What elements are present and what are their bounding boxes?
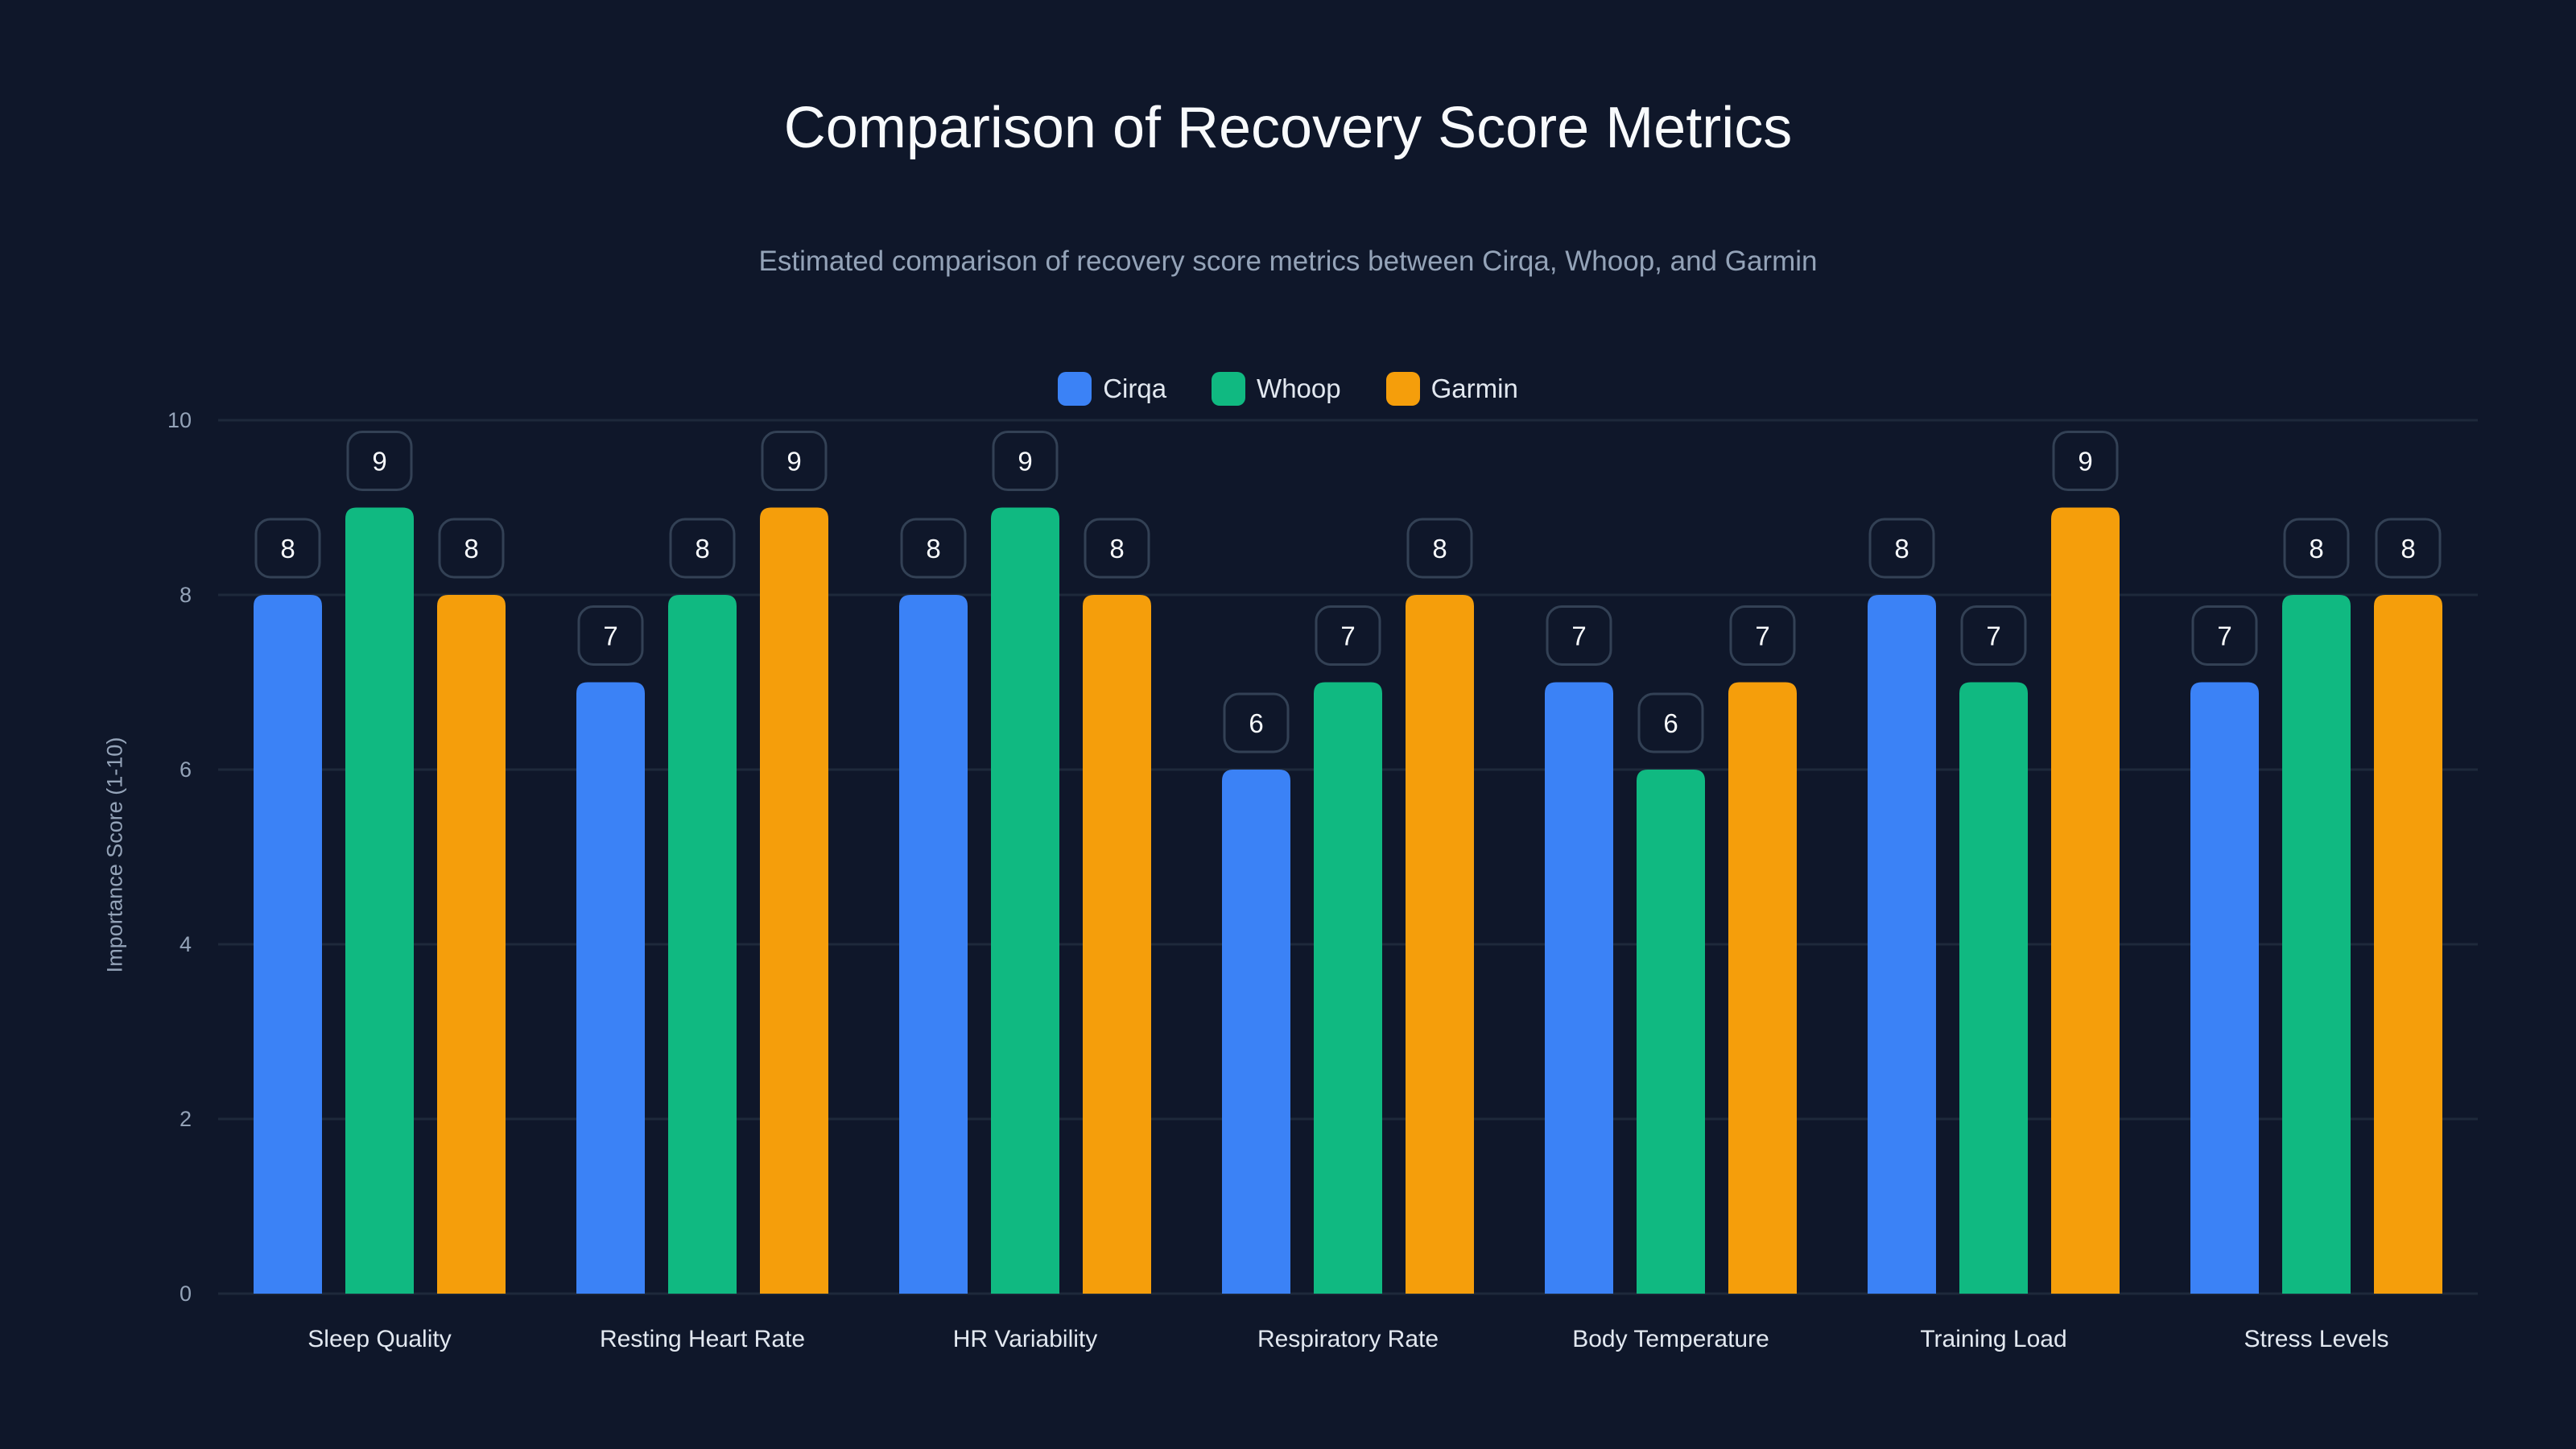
legend-item-cirqa[interactable]: Cirqa bbox=[1058, 372, 1166, 406]
bar-garmin bbox=[2374, 595, 2442, 1294]
bar-cirqa bbox=[576, 682, 645, 1294]
x-tick-label: Resting Heart Rate bbox=[600, 1326, 805, 1352]
x-tick-label: Body Temperature bbox=[1572, 1326, 1769, 1352]
bar-whoop bbox=[1959, 682, 2028, 1294]
x-tick-label: HR Variability bbox=[953, 1326, 1098, 1352]
bar-garmin bbox=[1083, 595, 1151, 1294]
legend-swatch-icon bbox=[1385, 372, 1420, 406]
data-label-box bbox=[254, 518, 321, 579]
data-label: 9 bbox=[786, 447, 801, 477]
x-tick-label: Stress Levels bbox=[2244, 1326, 2388, 1352]
data-label-box bbox=[1223, 692, 1290, 753]
data-label: 7 bbox=[1986, 621, 2000, 651]
data-label: 9 bbox=[2078, 447, 2092, 477]
bar-cirqa bbox=[254, 595, 322, 1294]
bar-whoop bbox=[2282, 595, 2351, 1294]
data-label-box bbox=[346, 431, 413, 491]
data-label: 8 bbox=[1109, 534, 1124, 564]
data-label-box bbox=[2052, 431, 2119, 491]
data-label: 8 bbox=[2401, 534, 2415, 564]
data-label-box bbox=[1546, 605, 1612, 666]
bar-whoop bbox=[668, 595, 737, 1294]
legend-label: Whoop bbox=[1257, 374, 1341, 403]
x-tick-label: Respiratory Rate bbox=[1257, 1326, 1439, 1352]
y-tick-label: 0 bbox=[180, 1282, 192, 1306]
data-label-box bbox=[761, 431, 828, 491]
data-label-box bbox=[992, 431, 1059, 491]
y-tick-label: 6 bbox=[180, 758, 192, 782]
data-label-box bbox=[1729, 605, 1796, 666]
legend: Cirqa Whoop Garmin bbox=[0, 372, 2576, 406]
legend-swatch-icon bbox=[1058, 372, 1092, 406]
data-label: 6 bbox=[1249, 708, 1263, 738]
data-label: 7 bbox=[1571, 621, 1586, 651]
bar-garmin bbox=[437, 595, 506, 1294]
bar-whoop bbox=[1637, 770, 1705, 1294]
data-label-box bbox=[2283, 518, 2350, 579]
data-label-box bbox=[1406, 518, 1473, 579]
data-label: 8 bbox=[1894, 534, 1909, 564]
bar-garmin bbox=[1406, 595, 1474, 1294]
data-label-box bbox=[900, 518, 967, 579]
data-label: 8 bbox=[1432, 534, 1447, 564]
bar-whoop bbox=[991, 507, 1059, 1294]
y-tick-label: 10 bbox=[167, 408, 192, 432]
data-label: 9 bbox=[372, 447, 386, 477]
y-tick-label: 8 bbox=[180, 583, 192, 607]
data-label: 7 bbox=[2217, 621, 2231, 651]
data-label-box bbox=[1084, 518, 1150, 579]
data-label-box bbox=[438, 518, 505, 579]
data-label: 7 bbox=[1755, 621, 1769, 651]
data-label-box bbox=[1960, 605, 2027, 666]
data-label: 7 bbox=[1340, 621, 1355, 651]
bar-whoop bbox=[345, 507, 414, 1294]
data-label: 7 bbox=[603, 621, 617, 651]
bar-cirqa bbox=[2190, 682, 2259, 1294]
x-tick-label: Training Load bbox=[1920, 1326, 2066, 1352]
legend-item-garmin[interactable]: Garmin bbox=[1385, 372, 1518, 406]
data-label: 8 bbox=[926, 534, 940, 564]
bar-cirqa bbox=[1222, 770, 1290, 1294]
data-label-box bbox=[2375, 518, 2442, 579]
bar-garmin bbox=[760, 507, 828, 1294]
data-label: 8 bbox=[2309, 534, 2323, 564]
data-label-box bbox=[1315, 605, 1381, 666]
data-label: 8 bbox=[464, 534, 478, 564]
data-label-box bbox=[1868, 518, 1935, 579]
bar-cirqa bbox=[899, 595, 968, 1294]
data-label: 8 bbox=[695, 534, 709, 564]
data-label-box bbox=[2191, 605, 2258, 666]
x-tick-label: Sleep Quality bbox=[308, 1326, 451, 1352]
data-label-box bbox=[577, 605, 644, 666]
data-label: 8 bbox=[280, 534, 295, 564]
chart-title: Comparison of Recovery Score Metrics bbox=[783, 96, 1793, 160]
bar-cirqa bbox=[1868, 595, 1936, 1294]
y-tick-label: 4 bbox=[180, 932, 192, 956]
data-label-box bbox=[669, 518, 736, 579]
bar-cirqa bbox=[1545, 682, 1613, 1294]
legend-label: Cirqa bbox=[1103, 374, 1167, 403]
bar-garmin bbox=[2051, 507, 2120, 1294]
chart-subtitle: Estimated comparison of recovery score m… bbox=[758, 246, 1818, 277]
data-label-box bbox=[1637, 692, 1704, 753]
bar-whoop bbox=[1314, 682, 1382, 1294]
bar-garmin bbox=[1728, 682, 1797, 1294]
legend-swatch-icon bbox=[1212, 372, 1246, 406]
legend-label: Garmin bbox=[1430, 374, 1518, 403]
y-tick-label: 2 bbox=[180, 1107, 192, 1131]
data-label: 9 bbox=[1018, 447, 1032, 477]
legend-item-whoop[interactable]: Whoop bbox=[1212, 372, 1341, 406]
data-label: 6 bbox=[1663, 708, 1678, 738]
